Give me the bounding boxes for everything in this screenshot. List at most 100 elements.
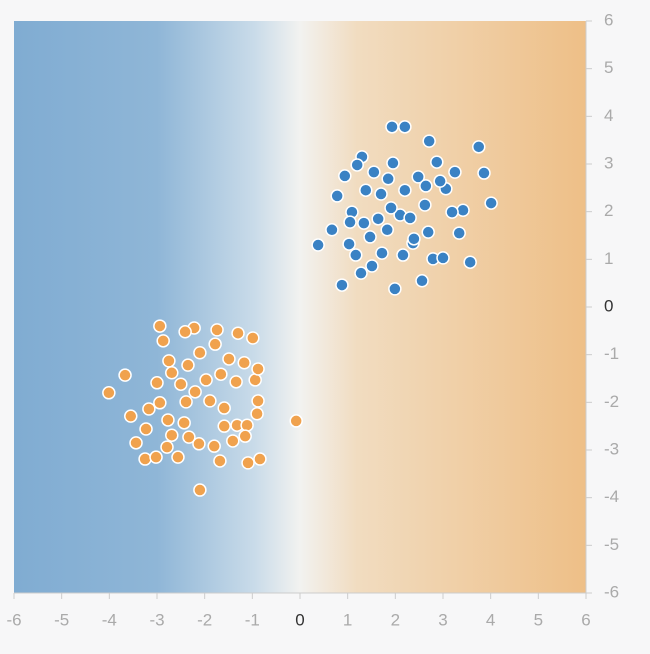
y-tick-label: 4 <box>604 106 613 125</box>
point <box>398 183 412 197</box>
point <box>162 354 176 368</box>
point <box>129 436 143 450</box>
point <box>357 216 371 230</box>
point <box>388 282 402 296</box>
x-tick-label: 4 <box>486 610 495 629</box>
point <box>160 440 174 454</box>
point <box>203 394 217 408</box>
point <box>179 395 193 409</box>
point <box>415 274 429 288</box>
point <box>330 189 344 203</box>
point <box>484 196 498 210</box>
point <box>178 325 192 339</box>
x-tick-label: 5 <box>534 610 543 629</box>
point <box>222 352 236 366</box>
point <box>213 454 227 468</box>
point <box>118 368 132 382</box>
x-tick-label: 0 <box>295 610 304 629</box>
point <box>374 187 388 201</box>
point <box>398 120 412 134</box>
point <box>156 334 170 348</box>
point <box>182 430 196 444</box>
point <box>142 402 156 416</box>
point <box>193 346 207 360</box>
point <box>371 212 385 226</box>
x-tick-label: 3 <box>438 610 447 629</box>
point <box>251 394 265 408</box>
y-tick-label: 6 <box>604 10 613 29</box>
point <box>181 358 195 372</box>
point <box>174 377 188 391</box>
x-tick-label: -6 <box>6 610 21 629</box>
point <box>311 238 325 252</box>
point <box>102 386 116 400</box>
point <box>421 225 435 239</box>
point <box>385 120 399 134</box>
point <box>192 437 206 451</box>
point <box>472 140 486 154</box>
point <box>210 323 224 337</box>
point <box>354 266 368 280</box>
point <box>229 375 243 389</box>
point <box>171 450 185 464</box>
point <box>250 407 264 421</box>
point <box>342 237 356 251</box>
point <box>456 203 470 217</box>
point <box>375 246 389 260</box>
point <box>217 419 231 433</box>
x-tick-label: -4 <box>102 610 117 629</box>
point <box>335 278 349 292</box>
point <box>445 205 459 219</box>
y-tick-label: -5 <box>604 535 619 554</box>
heatmap <box>14 21 586 593</box>
point <box>418 198 432 212</box>
point <box>161 413 175 427</box>
point <box>289 414 303 428</box>
y-tick-label: -2 <box>604 392 619 411</box>
y-tick-label: -3 <box>604 439 619 458</box>
y-tick-label: -1 <box>604 344 619 363</box>
point <box>238 429 252 443</box>
point <box>349 248 363 262</box>
point <box>350 158 364 172</box>
point <box>217 401 231 415</box>
point <box>396 248 410 262</box>
point <box>165 366 179 380</box>
point <box>325 223 339 237</box>
point <box>124 409 138 423</box>
point <box>153 396 167 410</box>
point <box>214 367 228 381</box>
y-tick-label: 2 <box>604 201 613 220</box>
y-tick-label: 5 <box>604 58 613 77</box>
point <box>139 422 153 436</box>
point <box>365 259 379 273</box>
point <box>411 170 425 184</box>
point <box>138 452 152 466</box>
point <box>384 201 398 215</box>
point <box>193 483 207 497</box>
point <box>381 172 395 186</box>
point <box>430 155 444 169</box>
point <box>165 428 179 442</box>
x-tick-label: -5 <box>54 610 69 629</box>
x-tick-label: -1 <box>245 610 260 629</box>
point <box>463 255 477 269</box>
point <box>422 134 436 148</box>
point <box>241 456 255 470</box>
y-tick-label: -6 <box>604 582 619 601</box>
point <box>251 362 265 376</box>
x-tick-label: 6 <box>581 610 590 629</box>
point <box>403 211 417 225</box>
point <box>253 452 267 466</box>
point <box>359 183 373 197</box>
y-tick-label: -4 <box>604 487 619 506</box>
point <box>150 376 164 390</box>
point <box>386 156 400 170</box>
point <box>226 434 240 448</box>
point <box>452 226 466 240</box>
point <box>419 179 433 193</box>
point <box>207 439 221 453</box>
y-tick-label: 3 <box>604 153 613 172</box>
point <box>477 166 491 180</box>
point <box>343 215 357 229</box>
